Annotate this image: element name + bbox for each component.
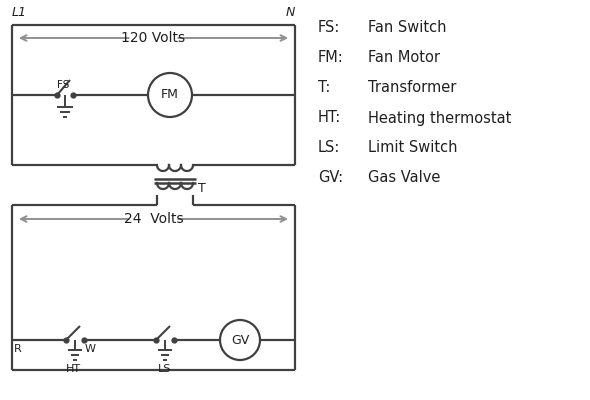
Text: FS:: FS:: [318, 20, 340, 36]
Text: Transformer: Transformer: [368, 80, 457, 96]
Text: GV:: GV:: [318, 170, 343, 186]
Text: FS: FS: [57, 80, 70, 90]
Text: LS: LS: [158, 364, 172, 374]
Text: Fan Switch: Fan Switch: [368, 20, 447, 36]
Text: T:: T:: [318, 80, 330, 96]
Text: N: N: [286, 6, 295, 19]
Text: Limit Switch: Limit Switch: [368, 140, 457, 156]
Text: GV: GV: [231, 334, 249, 346]
Text: HT:: HT:: [318, 110, 341, 126]
Text: 120 Volts: 120 Volts: [122, 31, 186, 45]
Text: HT: HT: [65, 364, 81, 374]
Text: Gas Valve: Gas Valve: [368, 170, 440, 186]
Text: L1: L1: [12, 6, 27, 19]
Text: FM: FM: [161, 88, 179, 102]
Text: Fan Motor: Fan Motor: [368, 50, 440, 66]
Text: LS:: LS:: [318, 140, 340, 156]
Text: R: R: [14, 344, 22, 354]
Text: W: W: [85, 344, 96, 354]
Text: 24  Volts: 24 Volts: [124, 212, 183, 226]
Text: Heating thermostat: Heating thermostat: [368, 110, 512, 126]
Text: T: T: [198, 182, 206, 196]
Text: FM:: FM:: [318, 50, 344, 66]
